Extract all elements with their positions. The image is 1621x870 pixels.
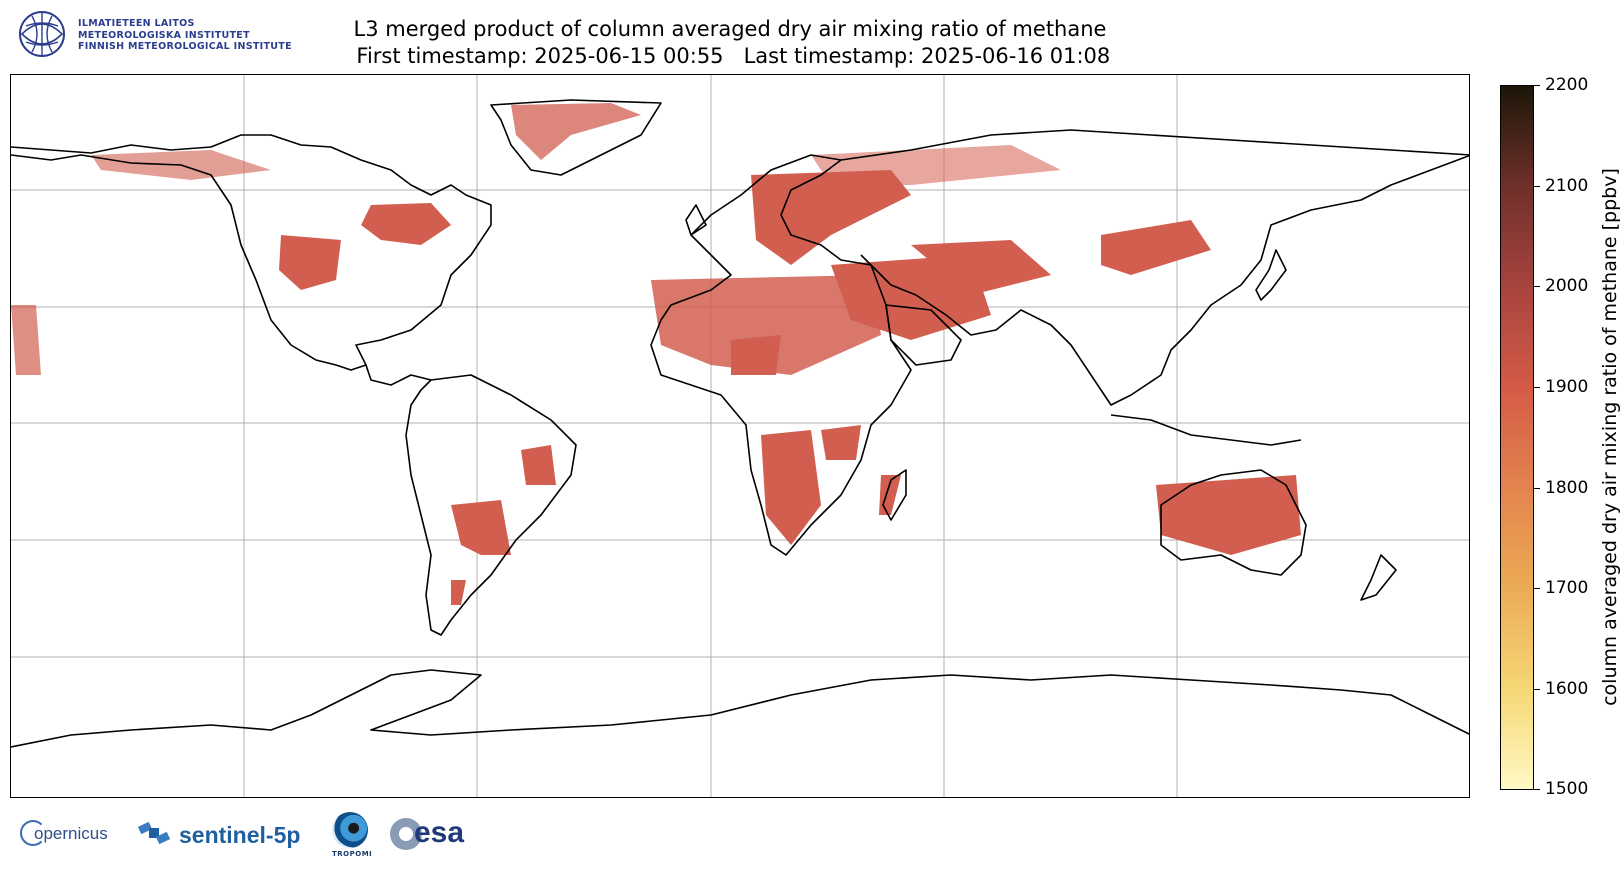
esa-logo: esa — [390, 816, 490, 864]
colorbar-tick-label: 1700 — [1545, 578, 1589, 598]
colorbar-tick-label: 1500 — [1545, 779, 1589, 799]
title-line-2: First timestamp: 2025-06-15 00:55 Last t… — [349, 44, 1111, 68]
copernicus-logo: opernicus — [20, 818, 120, 866]
partner-logos: opernicus sentinel-5p TROPOMI esa — [20, 812, 620, 860]
data-patch-madagascar — [879, 475, 901, 515]
fmi-logo: ILMATIETEEN LAITOS METEOROLOGISKA INSTIT… — [18, 10, 308, 58]
colorbar-tick-label: 1600 — [1545, 679, 1589, 699]
institute-name-fi: ILMATIETEEN LAITOS — [78, 18, 195, 29]
sentinel-logo: sentinel-5p — [135, 814, 315, 862]
coast-asia — [840, 129, 1469, 406]
coast-uk — [685, 204, 707, 236]
institute-name-en: FINNISH METEOROLOGICAL INSTITUTE — [78, 41, 292, 52]
data-patch-usa — [279, 235, 341, 290]
data-patch-brazil — [521, 445, 556, 485]
map-canvas — [11, 75, 1469, 797]
tropomi-logo: TROPOMI — [328, 812, 374, 860]
copernicus-ring-icon — [20, 820, 46, 846]
data-patch-east-asia — [1101, 220, 1211, 275]
institute-name: ILMATIETEEN LAITOS METEOROLOGISKA INSTIT… — [78, 18, 292, 53]
data-patch-australia — [1156, 475, 1301, 555]
copernicus-text: opernicus — [34, 824, 108, 843]
coast-madagascar — [882, 469, 907, 521]
data-patch-southern-africa — [761, 430, 821, 545]
coast-new-zealand — [1360, 554, 1397, 601]
colorbar-tick-label: 2100 — [1545, 176, 1589, 196]
tropomi-text: TROPOMI — [332, 850, 373, 858]
methane-data — [11, 103, 1301, 605]
page-title: L3 merged product of column averaged dry… — [320, 16, 1140, 70]
data-patch-central-asia — [911, 240, 1051, 295]
tropomi-eye-icon — [332, 812, 368, 848]
coast-south-america — [405, 374, 577, 636]
data-patch-europe — [751, 170, 911, 265]
coast-arabia — [885, 304, 962, 366]
map-gridlines — [11, 75, 1469, 797]
coast-greenland — [490, 99, 662, 176]
colorbar-tick — [1534, 588, 1540, 589]
data-patch-east-africa — [821, 425, 861, 460]
colorbar-tick-label: 2000 — [1545, 276, 1589, 296]
esa-globe-icon — [390, 818, 422, 850]
institute-name-sv: METEOROLOGISKA INSTITUTET — [78, 29, 250, 41]
data-patch-sahel — [731, 335, 781, 375]
colorbar-tick — [1534, 286, 1540, 287]
colorbar-tick — [1534, 789, 1540, 790]
colorbar-title-text: column averaged dry air mixing ratio of … — [1599, 168, 1621, 706]
coastlines — [11, 99, 1469, 748]
colorbar-tick — [1534, 387, 1540, 388]
colorbar-tick-label: 2200 — [1545, 75, 1589, 95]
satellite-icon — [137, 821, 171, 845]
data-patch-greenland — [511, 103, 641, 160]
title-line-1: L3 merged product of column averaged dry… — [353, 17, 1107, 41]
data-patch-russia — [811, 145, 1061, 185]
fmi-emblem-icon — [19, 11, 65, 57]
coast-japan — [1255, 249, 1287, 301]
colorbar-tick-label: 1800 — [1545, 478, 1589, 498]
esa-text: esa — [414, 816, 465, 849]
data-patch-north-africa — [651, 275, 881, 375]
data-patch-argentina — [451, 580, 466, 605]
world-map — [10, 74, 1470, 798]
coast-australia — [1160, 469, 1307, 576]
coast-north-america — [11, 134, 492, 371]
coast-central-america — [365, 364, 432, 386]
data-patch-south-america — [451, 500, 511, 555]
coast-antarctica — [11, 669, 1469, 748]
colorbar-tick — [1534, 85, 1540, 86]
colorbar — [1500, 85, 1534, 790]
colorbar-tick — [1534, 488, 1540, 489]
sentinel-text: sentinel-5p — [179, 822, 301, 848]
colorbar-tick — [1534, 186, 1540, 187]
colorbar-tick — [1534, 689, 1540, 690]
coast-indonesia — [1110, 414, 1302, 446]
data-patch-pacific-swath — [11, 305, 41, 375]
colorbar-tick-label: 1900 — [1545, 377, 1589, 397]
data-patch-canada — [361, 203, 451, 245]
